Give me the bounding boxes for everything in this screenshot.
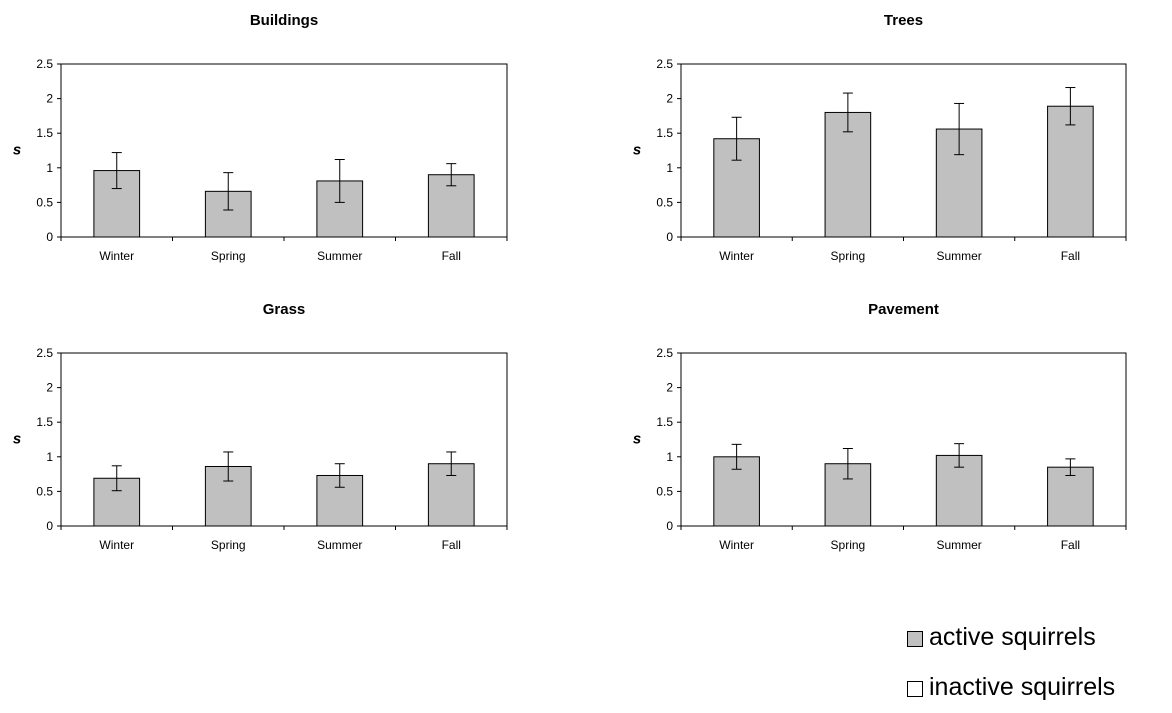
x-tick-label: Spring — [831, 538, 866, 552]
y-tick-label: 1 — [666, 450, 673, 464]
x-tick-label: Winter — [99, 538, 134, 552]
y-tick-label: 0 — [666, 230, 673, 244]
y-axis-label: s — [633, 142, 641, 159]
x-tick-label: Fall — [1061, 249, 1080, 263]
bar — [1047, 466, 1094, 527]
y-axis-label: s — [13, 142, 21, 159]
y-tick-label: 2.5 — [36, 57, 53, 71]
y-tick-label: 1.5 — [656, 415, 673, 429]
y-tick-label: 2 — [666, 92, 673, 106]
y-tick-label: 0 — [666, 519, 673, 533]
chart-title: Grass — [263, 301, 306, 318]
y-tick-label: 2 — [666, 381, 673, 395]
y-tick-label: 2.5 — [656, 346, 673, 360]
y-tick-label: 0.5 — [656, 484, 673, 498]
legend-label-inactive: inactive squirrels — [929, 673, 1116, 701]
x-tick-label: Summer — [936, 249, 981, 263]
x-tick-label: Winter — [99, 249, 134, 263]
x-tick-label: Fall — [442, 249, 461, 263]
y-tick-label: 1.5 — [36, 415, 53, 429]
y-tick-label: 1.5 — [36, 126, 53, 140]
chart-title: Trees — [884, 12, 923, 29]
x-tick-label: Summer — [317, 249, 362, 263]
y-tick-label: 2.5 — [656, 57, 673, 71]
y-tick-label: 1 — [46, 161, 53, 175]
x-tick-label: Spring — [211, 249, 246, 263]
chart-panels: Buildings s 0 0.5 1 1.5 2 2.5 Winter Spring Summer… — [13, 12, 1127, 552]
legend-item-active: active squirrels — [907, 620, 1167, 660]
y-tick-label: 0 — [46, 519, 53, 533]
y-tick-label: 1.5 — [656, 126, 673, 140]
legend-swatch-inactive — [907, 681, 923, 697]
x-tick-label: Winter — [719, 538, 754, 552]
bar — [93, 477, 141, 527]
x-tick-label: Winter — [719, 249, 754, 263]
bar — [1047, 105, 1094, 238]
x-tick-label: Fall — [1061, 538, 1080, 552]
y-tick-label: 0.5 — [656, 195, 673, 209]
y-axis-label: s — [633, 431, 641, 448]
legend-item-inactive: inactive squirrels — [907, 670, 1167, 710]
legend-label-active: active squirrels — [929, 623, 1096, 651]
legend-swatch-active — [907, 631, 923, 647]
chart-title: Buildings — [250, 12, 318, 29]
bar — [204, 465, 252, 527]
y-tick-label: 1 — [666, 161, 673, 175]
x-tick-label: Spring — [831, 249, 866, 263]
x-tick-label: Spring — [211, 538, 246, 552]
y-tick-label: 2.5 — [36, 346, 53, 360]
y-tick-label: 0.5 — [36, 195, 53, 209]
chart-title: Pavement — [868, 301, 939, 318]
bar — [824, 111, 872, 238]
y-axis-label: s — [13, 431, 21, 448]
x-tick-label: Fall — [442, 538, 461, 552]
y-tick-label: 2 — [46, 381, 53, 395]
y-tick-label: 0.5 — [36, 484, 53, 498]
x-tick-label: Summer — [317, 538, 362, 552]
y-tick-label: 1 — [46, 450, 53, 464]
y-tick-label: 0 — [46, 230, 53, 244]
x-tick-label: Summer — [936, 538, 981, 552]
y-tick-label: 2 — [46, 92, 53, 106]
